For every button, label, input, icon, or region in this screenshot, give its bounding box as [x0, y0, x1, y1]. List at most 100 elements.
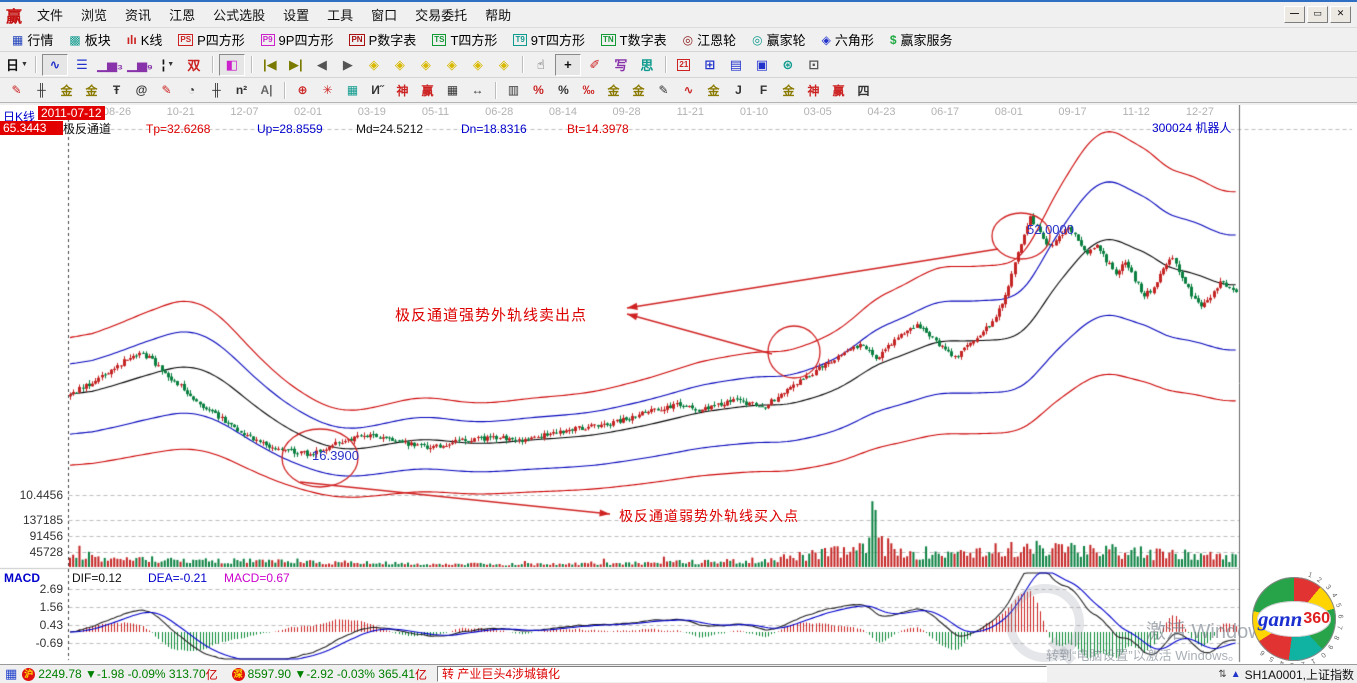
restore-button[interactable]: ▭ — [1307, 6, 1328, 23]
calendar-button[interactable]: 21 — [672, 55, 696, 75]
menu-item-7[interactable]: 工具 — [327, 8, 354, 23]
toolbar-winner-wheel[interactable]: ◎ 赢家轮 — [745, 30, 813, 49]
menu-item-1[interactable]: 文件 — [37, 8, 64, 23]
macd-tick-1: 2.69 — [39, 582, 63, 596]
menu-item-3[interactable]: 资讯 — [125, 8, 152, 23]
expand-x-button[interactable]: ◈ — [440, 55, 464, 75]
percent-line-button[interactable]: ‰ — [577, 80, 600, 100]
candle-style-button[interactable]: ¦ ▼ — [156, 55, 180, 75]
price-chart-canvas[interactable] — [0, 105, 1357, 664]
save-button[interactable]: ▣ — [750, 55, 774, 75]
four-ray-button[interactable]: 四 — [852, 80, 875, 100]
ying-ray-button[interactable]: 赢 — [827, 80, 850, 100]
hand-tool-button[interactable]: ☝ — [529, 55, 553, 75]
zoom-mark-tool-button[interactable]: ✐ — [583, 55, 607, 75]
menu-item-2[interactable]: 浏览 — [81, 8, 108, 23]
toolbar-p-square[interactable]: PS P四方形 — [171, 30, 251, 49]
spinner-control[interactable]: ⇅ — [1218, 668, 1227, 680]
step-forward-button[interactable]: ▶ — [336, 55, 360, 75]
fib-ruler-button[interactable]: Ŧ — [105, 80, 128, 100]
time-ruler-button[interactable]: ╫ — [30, 80, 53, 100]
minimize-button[interactable]: — — [1284, 6, 1305, 23]
shanghai-market-icon[interactable]: 沪 — [22, 667, 36, 681]
gold-circle-button[interactable]: 金 — [602, 80, 625, 100]
f-ray-button[interactable]: F — [752, 80, 775, 100]
menu-item-6[interactable]: 设置 — [283, 8, 310, 23]
mirror-line-button[interactable]: A| — [255, 80, 278, 100]
angle-marks-button[interactable]: И˝ — [366, 80, 389, 100]
toolbar-blocks[interactable]: ▩ 板块 — [62, 30, 117, 49]
scale-list-button[interactable]: ▥ — [502, 80, 525, 100]
toolbar-t-number[interactable]: TN T数字表 — [594, 30, 674, 49]
shen-ray-button[interactable]: 神 — [802, 80, 825, 100]
candle-style-dropdown-icon[interactable]: ▼ — [167, 61, 175, 68]
n-square-button[interactable]: n² — [230, 80, 253, 100]
compress-all-button[interactable]: ◈ — [466, 55, 490, 75]
ink-pen-button[interactable]: ✎ — [652, 80, 675, 100]
gold-ray-button[interactable]: 金 — [777, 80, 800, 100]
gold-lines-button[interactable]: 金 — [627, 80, 650, 100]
ying-tool-button[interactable]: 赢 — [416, 80, 439, 100]
comb-ruler-button[interactable]: ╫ — [205, 80, 228, 100]
gold-band-button[interactable]: 金 — [702, 80, 725, 100]
period-day-dropdown-icon[interactable]: ▼ — [21, 61, 28, 68]
target-tool-button[interactable]: ⊕ — [291, 80, 314, 100]
j-ray-button[interactable]: J — [727, 80, 750, 100]
period-day-button[interactable]: 日 ▼ — [5, 55, 29, 75]
curve-window-button[interactable]: ∿ — [42, 53, 68, 76]
close-button[interactable]: ✕ — [1330, 6, 1351, 23]
gann-wheel-icon: ◎ — [682, 32, 694, 47]
menu-item-4[interactable]: 江恩 — [169, 8, 196, 23]
step-back-button[interactable]: ◀ — [310, 55, 334, 75]
toolbar-gann-wheel[interactable]: ◎ 江恩轮 — [676, 30, 744, 49]
menu-item-9[interactable]: 交易委托 — [415, 8, 468, 23]
stamp-tool-button[interactable]: 写 — [609, 55, 633, 75]
small-bars-3-button[interactable]: ▁▅₃ — [96, 55, 124, 75]
width-measure-button[interactable]: ↔ — [466, 80, 489, 100]
quote-grid-icon[interactable]: ▦ — [5, 666, 18, 681]
percent-button[interactable]: % — [552, 80, 575, 100]
toolbar-winner-service[interactable]: $ 赢家服务 — [883, 30, 960, 49]
expand-all-button[interactable]: ◈ — [492, 55, 516, 75]
percent-channel-button[interactable]: % — [527, 80, 550, 100]
jump-first-button[interactable]: |◀ — [258, 55, 282, 75]
toolbar-p-number[interactable]: PN P数字表 — [342, 30, 423, 49]
menu-item-10[interactable]: 帮助 — [485, 8, 512, 23]
shenzhen-market-icon[interactable]: 深 — [231, 667, 245, 681]
news-ticker[interactable]: 转 产业巨头4涉城镇化 — [437, 666, 1048, 682]
menu-item-8[interactable]: 窗口 — [371, 8, 398, 23]
mind-tool-button[interactable]: 思 — [635, 55, 659, 75]
toolbar-9t-square[interactable]: T9 9T四方形 — [506, 30, 592, 49]
calculator-button[interactable]: ⊞ — [698, 55, 722, 75]
star-grid-button[interactable]: ✳ — [316, 80, 339, 100]
compress-x-button[interactable]: ◈ — [414, 55, 438, 75]
shift-right-button[interactable]: ◈ — [388, 55, 412, 75]
toolbar-9p-square[interactable]: P9 9P四方形 — [254, 30, 341, 49]
crosshair-tool-button[interactable]: + — [554, 53, 581, 76]
color-chart-button[interactable]: ◧ — [218, 53, 245, 76]
box-grid-button[interactable]: ▦ — [341, 80, 364, 100]
info-list-button[interactable]: ☰ — [70, 55, 94, 75]
gold-ruler-a-button[interactable]: 金 — [55, 80, 78, 100]
wave-tool-button[interactable]: ∿ — [677, 80, 700, 100]
grid-123-button[interactable]: ▦ — [441, 80, 464, 100]
shift-left-button[interactable]: ◈ — [362, 55, 386, 75]
workstation-button[interactable]: ⊡ — [802, 55, 826, 75]
toolbar-hexagon[interactable]: ◈ 六角形 — [815, 30, 881, 49]
cycle-circle-button[interactable]: ◔ — [180, 80, 203, 100]
spiral-tool-button[interactable]: @ — [130, 80, 153, 100]
small-bars-9-button[interactable]: ▁▅₉ — [126, 55, 154, 75]
network-button[interactable]: ⊛ — [776, 55, 800, 75]
gann-pen-button[interactable]: ✎ — [5, 80, 28, 100]
jump-last-button[interactable]: ▶| — [284, 55, 308, 75]
toolbar-kline[interactable]: ılı K线 — [120, 30, 170, 49]
gold-ruler-b-button[interactable]: 金 — [80, 80, 103, 100]
menu-item-5[interactable]: 公式选股 — [213, 8, 266, 23]
pattern-tool-button[interactable]: 双 — [182, 55, 206, 75]
notes-button[interactable]: ▤ — [724, 55, 748, 75]
toolbar-t-square[interactable]: TS T四方形 — [425, 30, 504, 49]
mark-pen-button[interactable]: ✎ — [155, 80, 178, 100]
shen-tool-button[interactable]: 神 — [391, 80, 414, 100]
toolbar-quotes[interactable]: ▦ 行情 — [5, 30, 60, 49]
